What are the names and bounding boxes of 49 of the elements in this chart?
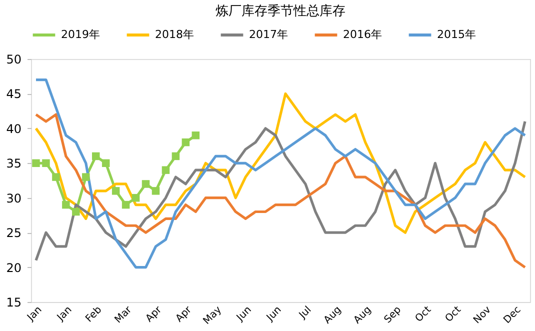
point [82, 173, 90, 181]
point [62, 200, 70, 209]
point [32, 159, 40, 168]
point [72, 208, 80, 216]
legend-label: 2016年 [343, 28, 382, 41]
x-tick-label: Jun [234, 304, 254, 324]
point [52, 173, 60, 181]
chart-title: 炼厂库存季节性总库存 [216, 4, 346, 19]
x-tick-label: Aug [352, 304, 374, 326]
point [172, 152, 180, 160]
x-tick-label: Feb [84, 304, 104, 325]
y-tick-label: 50 [6, 52, 22, 66]
x-tick-label: Aug [322, 304, 344, 326]
x-tick-label: Dec [502, 304, 524, 326]
point [112, 187, 120, 195]
y-tick-label: 30 [6, 191, 22, 206]
y-tick-label: 45 [6, 87, 22, 102]
point [142, 180, 150, 188]
x-tick-label: Apr [144, 304, 165, 325]
x-tick-label: Sep [382, 304, 404, 326]
point [162, 166, 170, 174]
x-tick-label: Jan [54, 304, 74, 324]
line-series [34, 92, 526, 234]
point [92, 152, 100, 160]
point [132, 194, 140, 202]
legend-label: 2019年 [61, 28, 100, 41]
point [152, 187, 160, 195]
point [102, 159, 110, 168]
point [122, 200, 130, 209]
x-tick-label: Jun [264, 304, 284, 324]
point [42, 159, 50, 168]
x-tick-label: Apr [174, 304, 195, 325]
x-tick-label: Oct [443, 304, 464, 325]
y-tick-label: 40 [6, 122, 22, 136]
point [182, 138, 190, 146]
x-tick-label: Nov [472, 304, 494, 326]
legend-label: 2018年 [155, 28, 194, 41]
y-tick-label: 35 [6, 156, 22, 171]
x-tick-label: Mar [112, 304, 135, 326]
x-tick-label: Jul [296, 304, 314, 322]
point [192, 132, 200, 140]
x-tick-label: Oct [413, 304, 434, 325]
legend-label: 2015年 [437, 28, 476, 41]
y-tick-label: 15 [6, 296, 22, 310]
legend-label: 2017年 [249, 28, 288, 41]
x-tick-label: Jan [24, 304, 44, 324]
y-tick-label: 25 [6, 226, 22, 240]
line-series [34, 78, 526, 269]
y-tick-label: 20 [6, 260, 22, 275]
